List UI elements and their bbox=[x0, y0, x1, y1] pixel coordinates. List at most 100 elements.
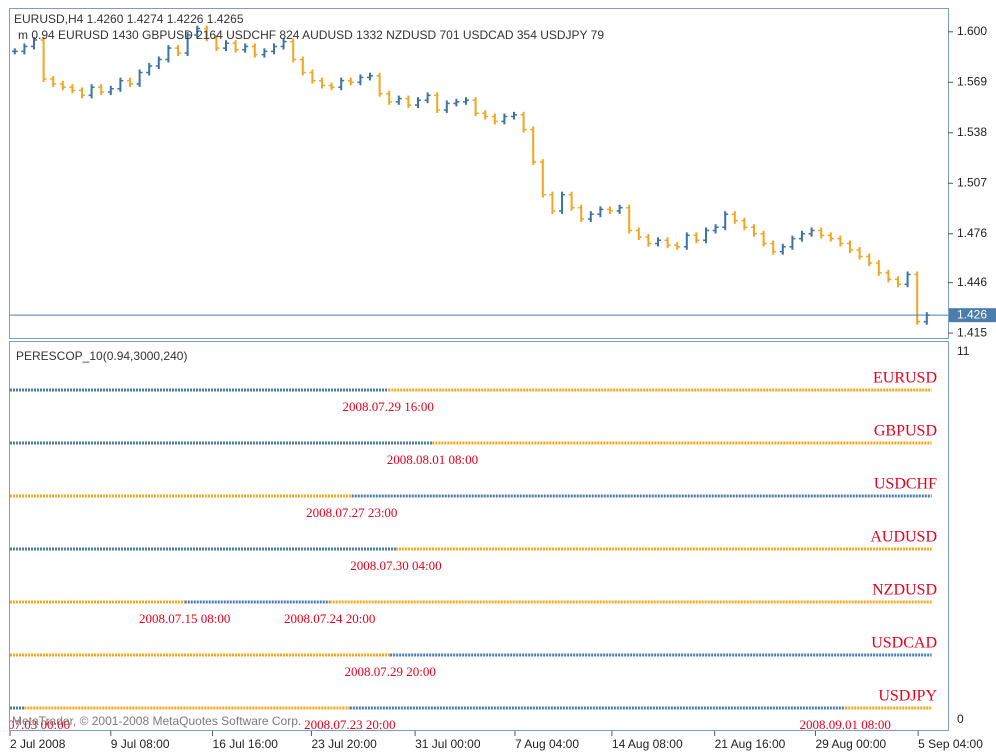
indicator-y-label: 11 bbox=[957, 344, 970, 358]
indicator-plot: EURUSD 2008.07.29 16:00 GBPUSD 2008.08.01 0… bbox=[0, 370, 937, 732]
price-bar bbox=[559, 191, 565, 214]
price-bar bbox=[808, 227, 815, 237]
price-bar bbox=[11, 48, 18, 55]
price-bar bbox=[616, 204, 623, 214]
x-tick-label: 2 Jul 2008 bbox=[10, 737, 66, 751]
price-bar bbox=[280, 38, 287, 50]
price-bar bbox=[789, 235, 796, 250]
price-bar bbox=[127, 77, 133, 87]
chart-subtitle: m 0.94 EURUSD 1430 GBPUSD 2164 USDCHF 82… bbox=[18, 28, 604, 42]
price-bar bbox=[655, 237, 661, 247]
split-date-label: 2008.07.23 20:00 bbox=[304, 717, 395, 732]
pair-name: USDCHF bbox=[874, 476, 937, 493]
x-tick-label: 5 Sep 04:00 bbox=[918, 737, 983, 751]
price-bar bbox=[69, 84, 76, 94]
price-bar bbox=[491, 113, 498, 125]
price-bar bbox=[520, 111, 527, 133]
split-date-label: 2008.07.30 04:00 bbox=[350, 558, 441, 573]
x-tick-label: 29 Aug 00:00 bbox=[815, 737, 886, 751]
price-bar bbox=[40, 36, 47, 83]
split-date-label: 2008.07.24 20:00 bbox=[284, 611, 375, 626]
price-bar bbox=[213, 35, 220, 52]
x-tick-label: 7 Aug 04:00 bbox=[515, 737, 579, 751]
price-bar bbox=[223, 40, 229, 52]
price-bar bbox=[376, 72, 383, 97]
price-bar bbox=[50, 76, 57, 87]
pair-name: EURUSD bbox=[873, 370, 937, 387]
price-bar bbox=[146, 63, 153, 76]
price-bar bbox=[549, 191, 556, 214]
price-bar bbox=[299, 56, 306, 76]
price-bar bbox=[693, 232, 700, 244]
price-bar bbox=[914, 271, 921, 325]
price-bar bbox=[856, 247, 863, 260]
price-bar bbox=[607, 206, 613, 214]
price-bar bbox=[539, 159, 546, 198]
price-bar bbox=[117, 77, 124, 92]
price-bar bbox=[232, 40, 239, 53]
price-bar bbox=[405, 95, 412, 109]
price-bar bbox=[770, 240, 777, 255]
price-bar bbox=[760, 230, 767, 247]
indicator-title: PERESCOP_10(0.94,3000,240) bbox=[16, 349, 187, 363]
price-bar bbox=[847, 240, 853, 254]
price-bar bbox=[453, 98, 460, 107]
price-bar bbox=[424, 92, 431, 104]
price-bar bbox=[395, 95, 402, 105]
price-bar bbox=[875, 260, 882, 276]
pair-name: USDJPY bbox=[878, 688, 937, 705]
price-bar bbox=[635, 227, 642, 241]
price-bar bbox=[799, 230, 805, 242]
split-date-label: 2008.07.29 16:00 bbox=[343, 399, 434, 414]
price-bar bbox=[712, 224, 719, 234]
chart-title: EURUSD,H4 1.4260 1.4274 1.4226 1.4265 bbox=[14, 12, 244, 26]
price-bar bbox=[261, 48, 268, 58]
price-bar bbox=[587, 211, 594, 223]
price-bar bbox=[367, 72, 373, 81]
price-bar bbox=[347, 77, 354, 86]
y-tick-label: 1.538 bbox=[957, 125, 987, 139]
pair-name: AUDUSD bbox=[870, 529, 937, 546]
price-bar bbox=[290, 38, 297, 63]
price-bar bbox=[357, 74, 364, 86]
price-bar bbox=[674, 242, 681, 250]
price-bar bbox=[88, 84, 95, 99]
price-bar bbox=[722, 211, 729, 231]
price-bar bbox=[21, 43, 28, 55]
price-bar bbox=[779, 243, 786, 255]
y-tick-label: 1.569 bbox=[957, 74, 987, 88]
price-bar bbox=[741, 217, 748, 231]
price-bar bbox=[415, 97, 421, 109]
price-bar bbox=[664, 237, 671, 249]
y-tick-label: 1.476 bbox=[957, 226, 987, 240]
price-bar bbox=[242, 43, 249, 53]
price-bar bbox=[501, 113, 508, 125]
price-bar bbox=[703, 227, 709, 244]
current-price-label: 1.426 bbox=[957, 307, 987, 321]
indicator-panel bbox=[9, 341, 949, 731]
price-bar bbox=[511, 111, 517, 120]
price-bar bbox=[155, 56, 162, 70]
split-date-label: 2008.08.01 08:00 bbox=[387, 452, 478, 467]
axes: 1.600 1.569 1.538 1.507 1.476 1.446 1.415 2 Jul… bbox=[9, 24, 996, 751]
price-bar bbox=[309, 69, 316, 84]
price-bar bbox=[472, 97, 479, 117]
x-tick-label: 23 Jul 20:00 bbox=[311, 737, 377, 751]
x-tick-label: 16 Jul 16:00 bbox=[213, 737, 279, 751]
price-bar bbox=[328, 82, 335, 91]
current-price-box bbox=[949, 308, 996, 323]
price-bar bbox=[597, 206, 604, 218]
price-bar bbox=[578, 204, 585, 223]
price-bar bbox=[338, 77, 345, 91]
price-bar bbox=[866, 253, 873, 267]
price-bar bbox=[271, 43, 277, 55]
pair-name: NZDUSD bbox=[872, 582, 937, 599]
split-date-label: 2008.07.03 00:00 bbox=[0, 717, 70, 732]
price-bar bbox=[904, 271, 911, 288]
price-bar bbox=[59, 80, 66, 91]
price-bar bbox=[31, 36, 37, 50]
x-tick-label: 31 Jul 00:00 bbox=[415, 737, 481, 751]
price-bar bbox=[203, 25, 210, 42]
